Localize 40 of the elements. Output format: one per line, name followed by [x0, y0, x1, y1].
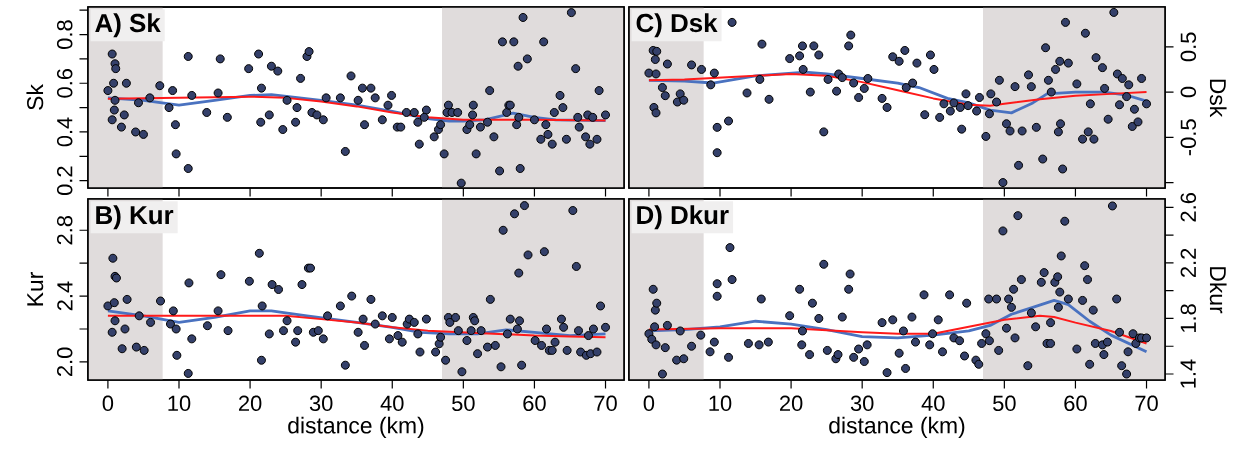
y-tick-label: 0.6 [56, 68, 73, 98]
y-tick-label: 0.8 [56, 20, 73, 49]
y2-tick-label: 0.5 [1180, 32, 1197, 62]
y2-tick-label: 2.2 [1180, 248, 1196, 278]
y-tick-label: 2.8 [56, 216, 73, 245]
chart-title: B) Kur [96, 205, 174, 230]
chart-title: C) Dsk [636, 13, 718, 38]
y2-tick-label: 0 [1180, 86, 1197, 98]
y2-tick-label: 1.4 [1180, 359, 1196, 388]
x-tick-label: 0 [102, 395, 114, 412]
y2-axis-title: Dkur [1209, 267, 1227, 314]
y-axis-title: Sk [26, 84, 44, 110]
x-tick-label: 60 [1064, 395, 1087, 412]
x-axis-title: distance (km) [288, 416, 424, 439]
y-tick-label: 2.0 [56, 347, 73, 377]
y-tick-label: 0.4 [56, 117, 73, 147]
chart-title: A) Sk [95, 13, 161, 38]
y-axis-title: Kur [27, 272, 44, 306]
x-tick-label: 30 [850, 395, 874, 412]
y2-tick-label: 1.8 [1180, 304, 1197, 333]
y-tick-label: 0.2 [56, 166, 73, 196]
x-tick-label: 30 [309, 395, 333, 412]
x-tick-label: 50 [452, 395, 475, 412]
x-tick-label: 0 [643, 395, 655, 412]
y2-tick-label: -0.5 [1180, 119, 1197, 156]
x-tick-label: 40 [921, 395, 945, 412]
x-tick-label: 20 [238, 395, 262, 412]
chart-title: D) Dkur [637, 205, 729, 230]
y2-axis-title: Dsk [1209, 79, 1227, 118]
x-tick-label: 70 [594, 395, 617, 412]
x-axis-title: distance (km) [829, 416, 965, 439]
y2-tick-label: 2.6 [1180, 193, 1197, 222]
x-tick-label: 10 [168, 395, 191, 412]
x-tick-label: 40 [380, 395, 404, 412]
x-tick-label: 70 [1135, 395, 1158, 412]
y-tick-label: 2.4 [57, 281, 73, 311]
x-tick-label: 50 [993, 395, 1016, 412]
x-tick-label: 10 [709, 395, 732, 412]
x-tick-label: 60 [523, 395, 546, 412]
x-tick-label: 20 [779, 395, 803, 412]
